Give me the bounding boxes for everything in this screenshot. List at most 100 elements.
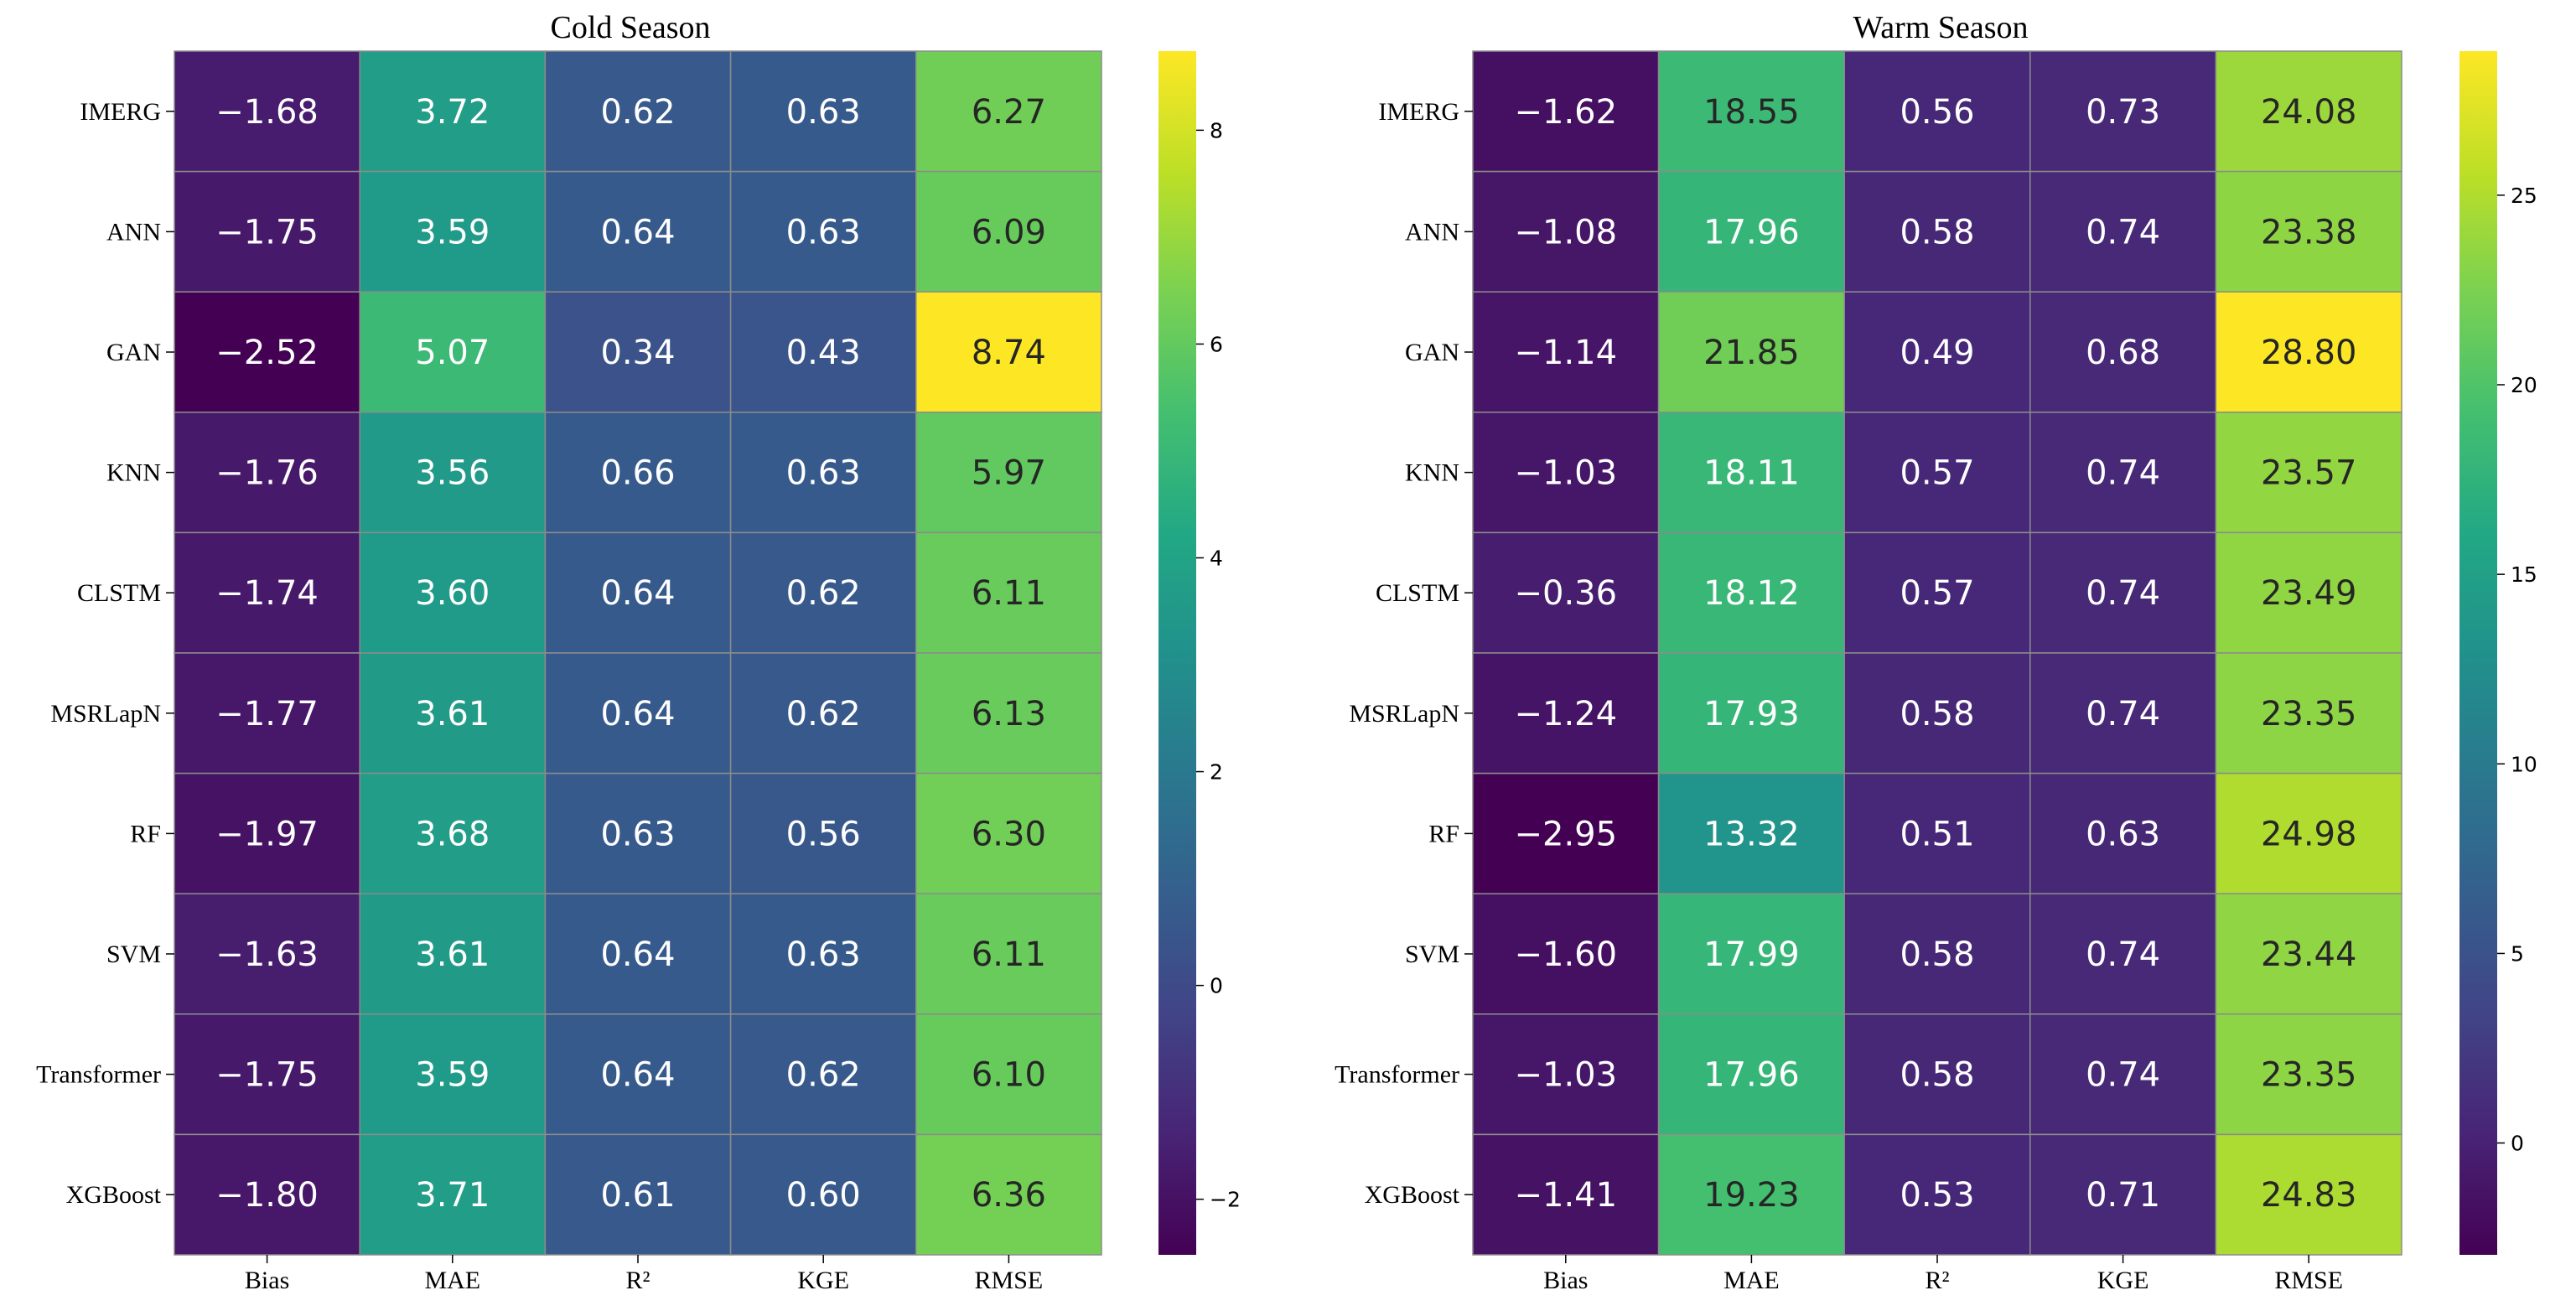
cold-season-cell-clstm-r bbox=[544, 531, 732, 654]
cold-season-column-label-bias: Bias bbox=[245, 1267, 289, 1294]
cold-season-cell-gan-rmse bbox=[915, 291, 1102, 413]
warm-season-cell-label: −1.14 bbox=[1515, 334, 1618, 372]
warm-season-cell-imerg-kge bbox=[2029, 50, 2217, 173]
warm-season-row-label-svm: SVM bbox=[1405, 940, 1459, 968]
warm-season-colorbar-tick-label: 25 bbox=[2511, 184, 2537, 208]
warm-season-cell-label: −1.03 bbox=[1515, 1056, 1618, 1095]
cold-season-cell-ann-bias bbox=[174, 170, 360, 293]
cold-season-colorbar-tick-label: 0 bbox=[1210, 974, 1223, 998]
cold-season-cell-imerg-bias bbox=[174, 50, 360, 173]
warm-season-row-label-gan: GAN bbox=[1405, 339, 1459, 366]
warm-season-cell-label: 0.63 bbox=[2086, 815, 2160, 853]
warm-season-cell-label: −1.60 bbox=[1515, 935, 1618, 974]
cold-season-cell-label: 3.60 bbox=[415, 574, 490, 613]
warm-season-cell-label: 17.99 bbox=[1703, 935, 1800, 974]
cold-season-cell-msrlapn-mae bbox=[359, 652, 547, 775]
warm-season-cell-gan-bias bbox=[1472, 291, 1660, 413]
cold-season-row-label-imerg: IMERG bbox=[80, 98, 161, 126]
warm-season-cell-label: 0.73 bbox=[2086, 93, 2160, 132]
cold-season-cell-label: 3.59 bbox=[415, 213, 490, 251]
cold-season-colorbar-tick-label: −2 bbox=[1210, 1188, 1241, 1212]
warm-season-cell-label: 18.12 bbox=[1703, 574, 1800, 613]
cold-season-cell-label: 6.10 bbox=[972, 1056, 1046, 1095]
warm-season-cell-msrlapn-rmse bbox=[2215, 652, 2402, 775]
warm-season-cell-knn-kge bbox=[2029, 412, 2217, 534]
cold-season-panel: Cold Season −1.68 3.72 0.62 0.63 6.27 −1.75 3.… bbox=[36, 10, 1241, 1294]
warm-season-column-labels: Bias MAE R² KGE RMSE bbox=[1543, 1255, 2343, 1294]
warm-season-cell-rf-r bbox=[1843, 772, 2031, 894]
warm-season-colorbar-gradient bbox=[2459, 51, 2497, 1255]
cold-season-cell-msrlapn-r bbox=[544, 652, 732, 775]
cold-season-cell-label: −1.75 bbox=[215, 213, 319, 251]
cold-season-cell-label: 8.74 bbox=[972, 334, 1046, 372]
cold-season-cell-label: 3.56 bbox=[415, 454, 490, 493]
warm-season-cell-transformer-mae bbox=[1657, 1013, 1845, 1136]
warm-season-cell-label: 17.96 bbox=[1703, 1056, 1800, 1095]
warm-season-cell-label: −2.95 bbox=[1515, 815, 1618, 853]
warm-season-cell-svm-kge bbox=[2029, 893, 2217, 1015]
warm-season-cell-label: 0.58 bbox=[1900, 695, 1974, 733]
cold-season-cell-xgboost-r bbox=[544, 1133, 732, 1256]
cold-season-cell-label: 3.71 bbox=[415, 1176, 490, 1215]
warm-season-cell-label: 0.74 bbox=[2086, 574, 2160, 613]
cold-season-cell-imerg-mae bbox=[359, 50, 547, 173]
cold-season-cell-transformer-mae bbox=[359, 1013, 547, 1136]
warm-season-cell-msrlapn-bias bbox=[1472, 652, 1660, 775]
warm-season-row-label-clstm: CLSTM bbox=[1376, 579, 1459, 607]
cold-season-cell-knn-r bbox=[544, 412, 732, 534]
warm-season-cell-knn-r bbox=[1843, 412, 2031, 534]
cold-season-cell-clstm-mae bbox=[359, 531, 547, 654]
warm-season-row-label-imerg: IMERG bbox=[1378, 98, 1459, 126]
cold-season-cell-knn-kge bbox=[729, 412, 917, 534]
warm-season-row-labels: IMERG ANN GAN KNN CLSTM MSRLapN RF SVM Transform… bbox=[1335, 98, 1473, 1209]
cold-season-title: Cold Season bbox=[550, 10, 710, 45]
cold-season-cell-gan-r bbox=[544, 291, 732, 413]
warm-season-cell-transformer-kge bbox=[2029, 1013, 2217, 1136]
warm-season-cell-transformer-r bbox=[1843, 1013, 2031, 1136]
cold-season-cell-label: 0.64 bbox=[600, 213, 675, 251]
cold-season-cell-label: 6.30 bbox=[972, 815, 1046, 853]
cold-season-cell-svm-bias bbox=[174, 893, 360, 1015]
cold-season-cell-label: −1.75 bbox=[215, 1056, 319, 1095]
cold-season-cell-imerg-r bbox=[544, 50, 732, 173]
cold-season-cell-label: 3.72 bbox=[415, 93, 490, 132]
cold-season-cell-label: 0.62 bbox=[786, 574, 861, 613]
warm-season-cell-svm-mae bbox=[1657, 893, 1845, 1015]
warm-season-cell-label: 13.32 bbox=[1703, 815, 1800, 853]
cold-season-cell-transformer-rmse bbox=[915, 1013, 1102, 1136]
warm-season-cell-clstm-kge bbox=[2029, 531, 2217, 654]
warm-season-cell-label: 0.51 bbox=[1900, 815, 1974, 853]
cold-season-row-label-knn: KNN bbox=[106, 459, 161, 487]
cold-season-row-label-transformer: Transformer bbox=[36, 1061, 161, 1089]
warm-season-cell-imerg-mae bbox=[1657, 50, 1845, 173]
warm-season-row-label-xgboost: XGBoost bbox=[1365, 1181, 1460, 1209]
cold-season-cell-label: 0.63 bbox=[786, 935, 861, 974]
warm-season-row-label-transformer: Transformer bbox=[1335, 1061, 1459, 1089]
cold-season-cell-label: 5.07 bbox=[415, 334, 490, 372]
warm-season-title: Warm Season bbox=[1853, 10, 2028, 45]
warm-season-cell-label: 23.38 bbox=[2261, 213, 2357, 251]
warm-season-row-label-ann: ANN bbox=[1405, 218, 1459, 246]
warm-season-cell-ann-mae bbox=[1657, 170, 1845, 293]
cold-season-cell-label: 0.62 bbox=[600, 93, 675, 132]
warm-season-cell-label: 21.85 bbox=[1703, 334, 1800, 372]
cold-season-cell-imerg-rmse bbox=[915, 50, 1102, 173]
warm-season-cell-label: 24.83 bbox=[2261, 1176, 2357, 1215]
cold-season-colorbar-tick-label: 4 bbox=[1210, 546, 1223, 570]
cold-season-cell-svm-kge bbox=[729, 893, 917, 1015]
cold-season-cell-label: 6.13 bbox=[972, 695, 1046, 733]
cold-season-colorbar-tick-label: 2 bbox=[1210, 760, 1223, 785]
cold-season-colorbar-gradient bbox=[1158, 51, 1196, 1255]
warm-season-cell-label: 0.57 bbox=[1900, 454, 1974, 493]
cold-season-cell-label: −2.52 bbox=[215, 334, 319, 372]
warm-season-cell-label: 24.98 bbox=[2261, 815, 2357, 853]
cold-season-cell-label: 3.59 bbox=[415, 1056, 490, 1095]
warm-season-cell-label: 0.74 bbox=[2086, 454, 2160, 493]
warm-season-cell-label: −0.36 bbox=[1515, 574, 1618, 613]
cold-season-colorbar-tick-label: 8 bbox=[1210, 118, 1223, 142]
cold-season-cell-label: 0.62 bbox=[786, 1056, 861, 1095]
cold-season-cell-label: 6.27 bbox=[972, 93, 1046, 132]
warm-season-column-label-r: R² bbox=[1925, 1267, 1949, 1294]
warm-season-cell-label: −1.08 bbox=[1515, 213, 1618, 251]
warm-season-cell-msrlapn-kge bbox=[2029, 652, 2217, 775]
